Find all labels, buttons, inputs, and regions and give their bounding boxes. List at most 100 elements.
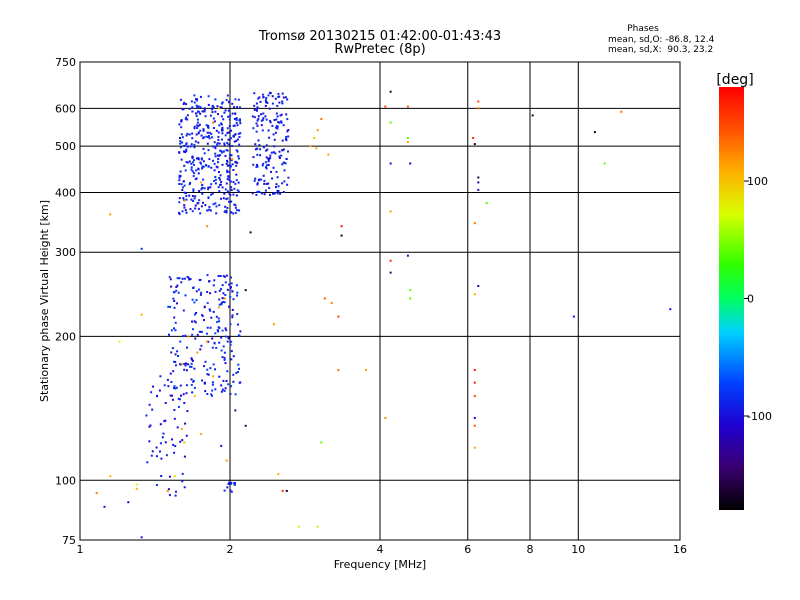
data-point <box>170 329 173 332</box>
data-point <box>212 127 215 129</box>
data-point <box>282 148 285 151</box>
data-point <box>173 316 176 319</box>
data-point <box>277 473 280 476</box>
data-point <box>217 317 220 320</box>
data-point <box>223 301 226 304</box>
data-point <box>212 310 215 313</box>
data-point <box>223 356 226 359</box>
data-point <box>255 130 258 133</box>
data-point <box>214 332 217 335</box>
data-point <box>316 525 319 528</box>
data-point <box>178 174 181 177</box>
data-point <box>207 103 210 106</box>
data-point <box>210 393 213 396</box>
data-point <box>257 115 260 118</box>
data-point <box>269 193 271 196</box>
data-point <box>196 121 199 124</box>
data-point <box>207 136 210 139</box>
data-point <box>206 368 209 371</box>
data-point <box>276 192 279 195</box>
data-point <box>190 198 193 201</box>
data-point <box>237 155 240 158</box>
data-point <box>239 106 241 109</box>
data-point <box>206 131 209 134</box>
data-point <box>183 206 186 209</box>
data-point <box>255 165 258 168</box>
data-point <box>207 373 210 376</box>
data-point <box>215 165 218 168</box>
data-point <box>162 432 165 435</box>
data-point <box>209 186 212 189</box>
data-point <box>262 117 265 120</box>
data-point <box>273 138 276 141</box>
data-point <box>229 392 232 395</box>
y-tick-label: 400 <box>55 186 76 199</box>
data-point <box>254 148 257 151</box>
data-point <box>195 115 198 118</box>
data-point <box>185 192 187 195</box>
data-point <box>409 162 412 165</box>
data-point <box>230 282 233 285</box>
data-point <box>272 151 275 154</box>
data-point <box>180 428 183 430</box>
data-point <box>191 210 194 213</box>
data-point <box>669 308 672 311</box>
data-point <box>229 166 232 169</box>
data-point <box>175 364 177 367</box>
data-point <box>182 335 184 338</box>
data-point <box>183 486 186 489</box>
data-point <box>175 289 178 292</box>
data-point <box>188 194 191 197</box>
data-point <box>195 290 198 293</box>
data-point <box>169 372 172 375</box>
data-point <box>184 334 187 337</box>
data-point <box>173 417 176 420</box>
data-point <box>180 158 183 161</box>
data-point <box>201 186 204 189</box>
data-point <box>172 297 175 300</box>
data-point <box>181 186 184 189</box>
data-point <box>191 157 194 160</box>
data-point <box>201 379 203 382</box>
data-point <box>198 199 201 202</box>
data-point <box>172 398 174 401</box>
data-point <box>273 145 276 148</box>
data-point <box>202 165 205 168</box>
data-point <box>287 176 290 179</box>
data-point <box>235 164 238 167</box>
data-point <box>220 288 222 291</box>
data-point <box>178 213 181 216</box>
data-point <box>226 171 229 174</box>
data-point <box>229 489 232 492</box>
data-point <box>183 277 186 280</box>
data-point <box>212 203 215 206</box>
y-tick-label: 300 <box>55 246 76 259</box>
data-point <box>477 188 480 191</box>
data-point <box>197 105 200 108</box>
data-point <box>155 455 158 458</box>
data-point <box>255 193 258 196</box>
data-point <box>220 197 222 200</box>
data-point <box>278 157 281 159</box>
data-point <box>265 156 268 159</box>
data-point <box>282 96 285 99</box>
data-point <box>191 333 194 336</box>
data-point <box>218 177 221 179</box>
data-point <box>230 137 233 140</box>
data-point <box>171 394 173 397</box>
data-point <box>239 122 242 125</box>
data-point <box>191 170 194 173</box>
data-point <box>234 133 237 136</box>
data-point <box>229 296 232 298</box>
data-point <box>211 337 214 340</box>
data-point <box>269 156 272 159</box>
data-point <box>276 115 279 118</box>
data-point <box>477 285 480 287</box>
data-point <box>193 197 196 200</box>
data-point <box>200 188 203 191</box>
data-point <box>210 132 213 135</box>
data-point <box>232 212 235 215</box>
data-point <box>166 378 169 381</box>
data-point <box>221 163 224 166</box>
data-point <box>186 346 188 349</box>
